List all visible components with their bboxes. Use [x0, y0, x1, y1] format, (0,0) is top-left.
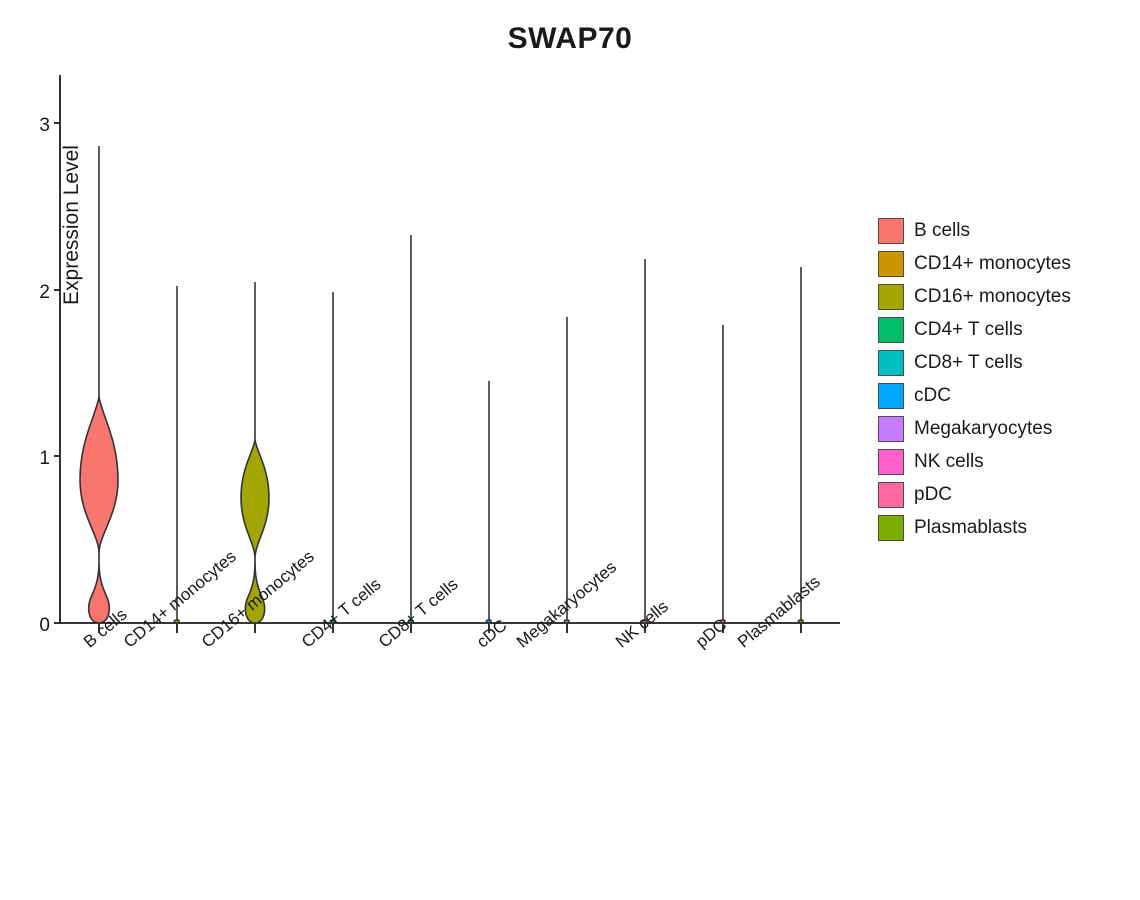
legend-item-CD14-monocytes[interactable]: CD14+ monocytes	[878, 248, 1128, 280]
legend-label-NK-cells: NK cells	[914, 451, 984, 473]
violin-pDC[interactable]	[720, 325, 725, 623]
legend-swatch-B-cells	[878, 218, 904, 244]
legend-container: B cells CD14+ monocytes CD16+ monocytes …	[878, 215, 1128, 545]
legend-label-pDC: pDC	[914, 484, 952, 506]
violin-NK-cells[interactable]	[642, 259, 647, 623]
legend-item-pDC[interactable]: pDC	[878, 479, 1128, 511]
y-axis-label: Expression Level	[60, 0, 84, 525]
legend-swatch-Plasmablasts	[878, 515, 904, 541]
legend-label-CD8-T-cells: CD8+ T cells	[914, 352, 1023, 374]
legend-label-Plasmablasts: Plasmablasts	[914, 517, 1027, 539]
legend-swatch-CD4-T-cells	[878, 317, 904, 343]
violin-CD14-monocytes[interactable]	[174, 286, 179, 623]
y-tick-0: 0	[14, 615, 50, 637]
legend-item-cDC[interactable]: cDC	[878, 380, 1128, 412]
legend-item-NK-cells[interactable]: NK cells	[878, 446, 1128, 478]
legend-label-CD4-T-cells: CD4+ T cells	[914, 319, 1023, 341]
legend-label-cDC: cDC	[914, 385, 951, 407]
legend-swatch-CD16-monocytes	[878, 284, 904, 310]
violin-B-cells[interactable]	[80, 146, 118, 623]
violin-Megakaryocytes[interactable]	[564, 317, 569, 623]
legend-swatch-CD14-monocytes	[878, 251, 904, 277]
legend-swatch-NK-cells	[878, 449, 904, 475]
legend-label-B-cells: B cells	[914, 220, 970, 242]
plot-area: Expression Level 0 1 2 3	[60, 75, 840, 675]
legend-swatch-CD8-T-cells	[878, 350, 904, 376]
legend-item-Plasmablasts[interactable]: Plasmablasts	[878, 512, 1128, 544]
y-tick-3: 3	[14, 115, 50, 137]
violin-CD8-T-cells[interactable]	[408, 235, 413, 623]
legend-item-B-cells[interactable]: B cells	[878, 215, 1128, 247]
y-tick-2: 2	[14, 282, 50, 304]
y-tick-1: 1	[14, 448, 50, 470]
chart-title: SWAP70	[0, 22, 1140, 56]
legend-label-CD16-monocytes: CD16+ monocytes	[914, 286, 1071, 308]
legend-swatch-cDC	[878, 383, 904, 409]
legend-label-CD14-monocytes: CD14+ monocytes	[914, 253, 1071, 275]
legend-swatch-pDC	[878, 482, 904, 508]
legend-item-Megakaryocytes[interactable]: Megakaryocytes	[878, 413, 1128, 445]
violin-CD4-T-cells[interactable]	[330, 292, 335, 623]
legend-item-CD16-monocytes[interactable]: CD16+ monocytes	[878, 281, 1128, 313]
violin-cDC[interactable]	[486, 381, 491, 623]
legend-item-CD4-T-cells[interactable]: CD4+ T cells	[878, 314, 1128, 346]
legend-item-CD8-T-cells[interactable]: CD8+ T cells	[878, 347, 1128, 379]
violin-chart-container: SWAP70 Expression Level 0 1 2 3	[0, 0, 1140, 900]
legend-swatch-Megakaryocytes	[878, 416, 904, 442]
legend-label-Megakaryocytes: Megakaryocytes	[914, 418, 1052, 440]
violin-CD16-monocytes[interactable]	[241, 282, 269, 623]
violin-Plasmablasts[interactable]	[798, 267, 803, 623]
